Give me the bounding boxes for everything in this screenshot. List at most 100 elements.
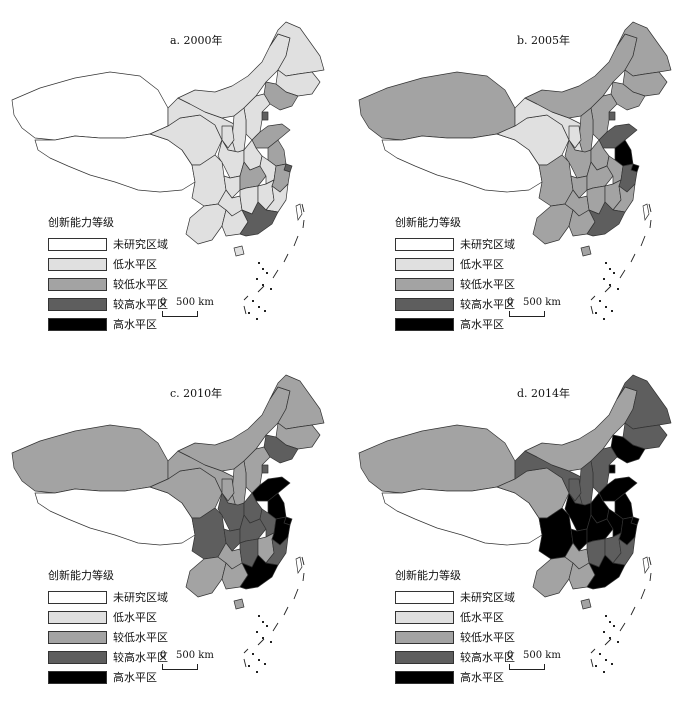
legend-item: 较低水平区 xyxy=(48,627,168,647)
province-ningxia xyxy=(221,478,235,502)
scale-line xyxy=(162,311,198,317)
island-dot xyxy=(264,310,266,312)
legend-label: 未研究区域 xyxy=(460,591,515,604)
china-map xyxy=(358,374,672,673)
island-dot xyxy=(248,665,250,667)
island-taiwan xyxy=(642,203,650,221)
legend-swatch xyxy=(48,237,107,251)
island-dot xyxy=(264,663,266,665)
legend-item: 低水平区 xyxy=(395,254,515,274)
island-dot xyxy=(609,637,611,639)
province-shandong xyxy=(598,476,638,502)
legend-item: 高水平区 xyxy=(48,314,168,334)
island-dot xyxy=(599,653,601,655)
legend-swatch xyxy=(48,297,107,311)
province-guangdong xyxy=(239,554,279,590)
province-guangdong xyxy=(239,201,279,237)
legend-label: 未研究区域 xyxy=(113,238,168,251)
province-hainan xyxy=(233,598,245,610)
legend-item: 高水平区 xyxy=(395,314,515,334)
map-panel-1: a. 2000年 创新能力等级 未研究区域 低水平区 较低水平区 较高水平区 高水平区 0 50… xyxy=(0,0,346,352)
legend-item: 低水平区 xyxy=(395,607,515,627)
scale-zero: 0 xyxy=(160,297,167,308)
legend-label: 较高水平区 xyxy=(460,651,515,664)
island-dot xyxy=(248,312,250,314)
scale-line xyxy=(162,664,198,670)
island-dot xyxy=(609,268,611,270)
island-dot xyxy=(617,288,619,290)
island-dot xyxy=(611,310,613,312)
panel-title: d. 2014年 xyxy=(517,387,571,400)
scale-bar: 0 500 km xyxy=(507,650,577,680)
legend-swatch xyxy=(395,297,454,311)
legend-label: 低水平区 xyxy=(113,611,157,624)
legend-label: 高水平区 xyxy=(113,671,157,684)
island-dot xyxy=(605,262,607,264)
island-dot xyxy=(262,621,264,623)
legend-label: 高水平区 xyxy=(460,318,504,331)
province-tianjin xyxy=(261,464,269,474)
legend-label: 较高水平区 xyxy=(113,298,168,311)
legend-item: 未研究区域 xyxy=(395,234,515,254)
legend-swatch xyxy=(48,670,107,684)
province-fujian xyxy=(265,536,289,566)
province-tianjin xyxy=(608,464,616,474)
legend-swatch xyxy=(395,277,454,291)
legend-item: 未研究区域 xyxy=(48,234,168,254)
island-dot xyxy=(603,631,605,633)
legend-item: 较低水平区 xyxy=(48,274,168,294)
legend-label: 未研究区域 xyxy=(460,238,515,251)
province-xinjiang xyxy=(11,71,169,141)
province-yunnan xyxy=(185,556,227,598)
province-hainan xyxy=(580,245,592,257)
legend-label: 低水平区 xyxy=(460,258,504,271)
scale-zero: 0 xyxy=(507,650,514,661)
scale-line xyxy=(509,311,545,317)
legend-label: 较低水平区 xyxy=(460,631,515,644)
legend-label: 较低水平区 xyxy=(113,631,168,644)
scale-bar: 0 500 km xyxy=(507,297,577,327)
legend-item: 较高水平区 xyxy=(48,647,168,667)
legend-swatch xyxy=(395,257,454,271)
legend-item: 未研究区域 xyxy=(48,587,168,607)
province-tibet xyxy=(34,486,196,546)
island-dot xyxy=(270,641,272,643)
island-dot xyxy=(256,318,258,320)
province-ningxia xyxy=(568,125,582,149)
island-dot xyxy=(611,663,613,665)
legend-label: 较高水平区 xyxy=(113,651,168,664)
province-hainan xyxy=(233,245,245,257)
island-dot xyxy=(603,671,605,673)
china-map xyxy=(11,21,325,320)
legend-swatch xyxy=(395,237,454,251)
legend-label: 低水平区 xyxy=(113,258,157,271)
island-dot xyxy=(609,621,611,623)
legend-swatch xyxy=(48,257,107,271)
island-dot xyxy=(252,300,254,302)
island-dot xyxy=(258,262,260,264)
province-shandong xyxy=(251,476,291,502)
island-dot xyxy=(256,671,258,673)
legend-swatch xyxy=(395,590,454,604)
island-dot xyxy=(605,306,607,308)
province-fujian xyxy=(265,183,289,213)
legend-title: 创新能力等级 xyxy=(395,569,461,582)
province-yunnan xyxy=(185,203,227,245)
island-dot xyxy=(613,272,615,274)
island-dot xyxy=(270,288,272,290)
legend-item: 低水平区 xyxy=(48,254,168,274)
legend-label: 未研究区域 xyxy=(113,591,168,604)
province-yunnan xyxy=(532,556,574,598)
scale-bar: 0 500 km xyxy=(160,297,230,327)
legend-swatch xyxy=(395,670,454,684)
legend-title: 创新能力等级 xyxy=(48,216,114,229)
maritime-boundary xyxy=(590,556,652,668)
map-panel-3: c. 2010年 创新能力等级 未研究区域 低水平区 较低水平区 较高水平区 高水平区 0 50… xyxy=(0,353,346,705)
legend-label: 较高水平区 xyxy=(460,298,515,311)
island-dot xyxy=(262,284,264,286)
scale-bar: 0 500 km xyxy=(160,650,230,680)
island-dot xyxy=(252,653,254,655)
island-dot xyxy=(266,272,268,274)
south-sea-islands xyxy=(248,262,272,320)
province-guangdong xyxy=(586,201,626,237)
